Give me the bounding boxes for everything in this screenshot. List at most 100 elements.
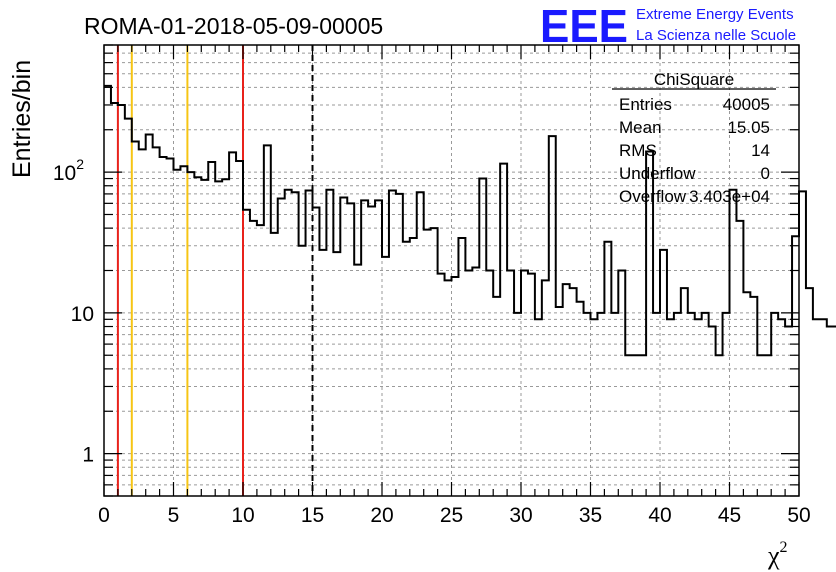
histogram-bin — [306, 191, 313, 496]
histogram-bin — [674, 313, 681, 496]
histogram-bin — [236, 161, 243, 496]
histogram-bin — [723, 313, 730, 496]
histogram-bin — [264, 145, 271, 496]
histogram-bin — [187, 172, 194, 496]
histogram-bin — [570, 288, 577, 496]
x-tick-label: 25 — [440, 504, 463, 527]
histogram-bin — [771, 313, 778, 496]
histogram-bin — [417, 192, 424, 496]
histogram-bin — [278, 198, 285, 496]
histogram-bin — [792, 236, 799, 496]
histogram-bin — [396, 194, 403, 496]
histogram-bin — [111, 103, 118, 496]
x-tick-label: 30 — [509, 504, 532, 527]
histogram-bin — [750, 297, 757, 496]
stats-row-label: RMS — [619, 141, 657, 160]
histogram-bin — [653, 313, 660, 496]
y-tick-label-exponent: 2 — [76, 156, 84, 172]
histogram-bin — [681, 288, 688, 496]
histogram-bin — [215, 181, 222, 496]
histogram-bin — [375, 200, 382, 496]
histogram-bin — [361, 200, 368, 496]
histogram-bin — [250, 221, 257, 496]
histogram-bin — [743, 292, 750, 496]
axis-ticks — [103, 44, 800, 497]
histogram-bin — [695, 319, 702, 496]
x-tick-label: 0 — [98, 504, 110, 527]
histogram-bin — [625, 355, 632, 496]
histogram-bin — [299, 246, 306, 496]
histogram-bin — [465, 271, 472, 497]
histogram-bin — [285, 190, 292, 496]
y-axis-label: Entries/bin — [8, 60, 36, 178]
histogram-bin — [243, 210, 250, 496]
histogram-bin — [500, 164, 507, 496]
histogram-bin — [194, 177, 201, 496]
histogram-bin — [292, 192, 299, 496]
x-tick-label: 15 — [301, 504, 324, 527]
histogram-bin — [347, 203, 354, 496]
x-tick-label: 35 — [579, 504, 602, 527]
stats-row-value: 40005 — [723, 95, 770, 114]
histogram-bin — [507, 271, 514, 497]
histogram-bin — [764, 355, 771, 496]
histogram-bin — [813, 319, 820, 496]
histogram-bin — [125, 119, 132, 496]
histogram-bin — [660, 250, 667, 496]
histogram-bin — [452, 277, 459, 496]
x-tick-labels: 0 5 10 15 20 25 30 35 40 45 50 — [98, 504, 811, 527]
histogram-bin — [208, 162, 215, 496]
reference-lines — [116, 45, 314, 496]
x-tick-label: 45 — [718, 504, 741, 527]
logo-mark: EEE — [540, 0, 628, 52]
histogram-bin — [542, 280, 549, 496]
histogram-bin — [757, 355, 764, 496]
x-axis-label: χ2 — [767, 539, 788, 570]
histogram-bin — [160, 157, 167, 496]
histogram-bin — [104, 86, 111, 496]
x-tick-label: 40 — [648, 504, 671, 527]
histogram — [104, 84, 836, 497]
histogram-bin — [403, 242, 410, 496]
histogram-bin — [688, 313, 695, 496]
histogram-bin — [139, 149, 146, 496]
histogram-line — [104, 84, 836, 357]
histogram-bin — [528, 274, 535, 496]
x-tick-label: 20 — [370, 504, 393, 527]
x-axis-label-sup: 2 — [780, 539, 788, 556]
histogram-bin — [521, 271, 528, 497]
histogram-bin — [319, 250, 326, 496]
chart-title: ROMA-01-2018-05-09-00005 — [84, 13, 383, 39]
histogram-bin — [201, 180, 208, 496]
histogram-bin — [313, 208, 320, 496]
histogram-bin — [577, 302, 584, 496]
x-tick-label: 5 — [168, 504, 180, 527]
y-tick-label: 1 — [82, 444, 94, 467]
histogram-bin — [639, 355, 646, 496]
stats-box-title: ChiSquare — [654, 70, 734, 89]
histogram-bin — [611, 313, 618, 496]
x-tick-label: 50 — [787, 504, 810, 527]
histogram-bin — [799, 191, 806, 496]
histogram-bin — [326, 190, 333, 496]
y-tick-label: 10 — [71, 303, 94, 326]
histogram-bin — [709, 327, 716, 496]
histogram-bin — [472, 268, 479, 496]
histogram-bin — [591, 319, 598, 496]
histogram-bin — [556, 307, 563, 496]
stats-row-label: Overflow — [619, 187, 687, 206]
x-axis-label-main: χ — [767, 541, 780, 570]
histogram-bin — [584, 313, 591, 496]
histogram-bin — [431, 228, 438, 496]
histogram-bin — [382, 257, 389, 496]
y-tick-label-base: 10 — [71, 303, 94, 326]
histogram-bin — [222, 179, 229, 496]
histogram-bin — [257, 225, 264, 496]
histogram-bin — [229, 152, 236, 496]
y-tick-label-base: 10 — [53, 162, 76, 185]
histogram-bin — [118, 105, 125, 496]
y-tick-label-base: 1 — [82, 444, 94, 467]
y-tick-label: 102 — [53, 156, 84, 185]
histogram-bin — [438, 274, 445, 496]
grid — [104, 45, 799, 496]
